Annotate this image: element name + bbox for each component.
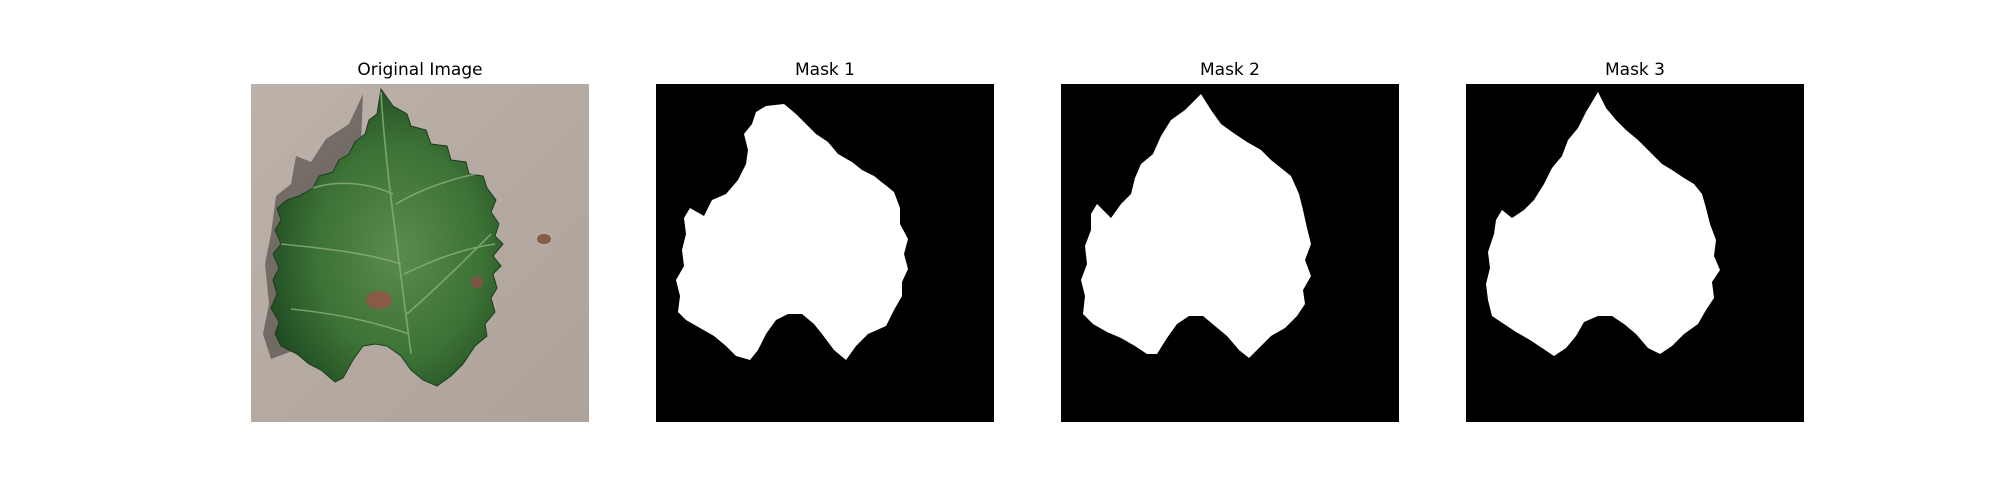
original-image-title: Original Image <box>357 60 483 80</box>
mask-3-region <box>1486 92 1720 356</box>
mask-3-image <box>1466 84 1804 422</box>
leaf <box>270 87 504 387</box>
leaf-veins <box>280 91 496 355</box>
mask-1-image <box>656 84 994 422</box>
mask-1-title: Mask 1 <box>794 60 855 80</box>
mask-1-panel: Mask 1 <box>656 58 994 422</box>
mask-1-region <box>676 104 908 360</box>
mask-3-title: Mask 3 <box>1604 60 1665 80</box>
mask-3-panel: Mask 3 <box>1466 58 1804 422</box>
mask-2-title: Mask 2 <box>1199 60 1260 80</box>
mask-2-image <box>1061 84 1399 422</box>
lesion <box>537 234 551 244</box>
mask-2-panel: Mask 2 <box>1061 58 1399 422</box>
original-leaf-photo <box>251 84 589 422</box>
lesion <box>471 276 483 288</box>
original-image-panel: Original Image <box>251 58 589 422</box>
lesion <box>366 291 392 309</box>
mask-2-region <box>1081 94 1311 358</box>
